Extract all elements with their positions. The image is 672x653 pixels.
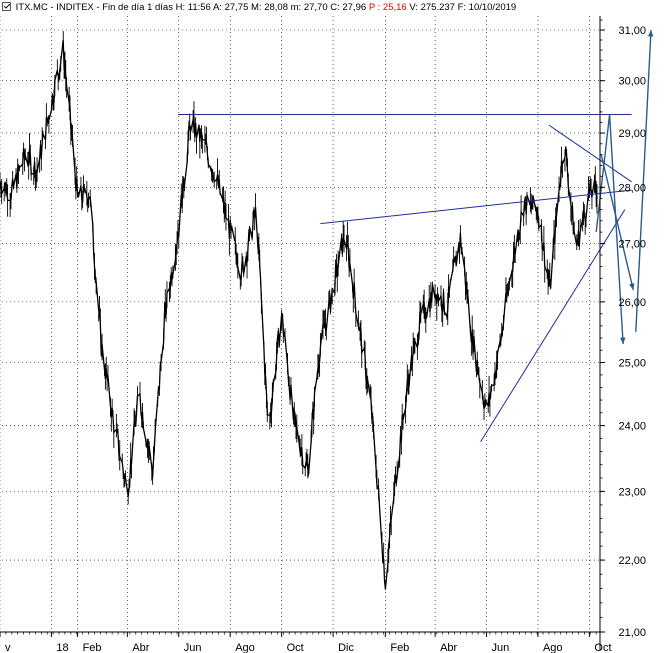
- projection-arrow-up-head: [647, 30, 654, 37]
- header-stat-c-value: 27,96: [342, 2, 367, 13]
- y-tick-label: 26,00: [618, 297, 646, 309]
- x-tick-label: Dic: [338, 642, 354, 653]
- header-date: F: 10/10/2019: [457, 2, 517, 13]
- header-stat-low-label: m:: [290, 2, 302, 13]
- header-stat-a-value: 27,75: [224, 2, 249, 13]
- trendlines: [177, 114, 632, 443]
- header-stat-low-value: 27,70: [303, 2, 328, 13]
- header-stat-h-label: H:: [175, 2, 186, 13]
- projection-arrow-up-path: [635, 29, 652, 332]
- x-tick-label: Jun: [184, 642, 202, 653]
- y-tick-label: 25,00: [618, 358, 646, 370]
- projection-arrow-up-down: [595, 114, 626, 345]
- y-tick-label: 28,00: [618, 182, 646, 194]
- checkbox-icon[interactable]: [2, 2, 11, 11]
- header-p-value: 25,16: [382, 2, 407, 13]
- y-tick-label: 21,00: [618, 627, 646, 639]
- projection-arrow-up-down-head: [620, 337, 626, 345]
- projection-arrow-up: [635, 29, 654, 332]
- x-tick-label: Ago: [235, 642, 255, 653]
- descending-line: [548, 124, 632, 183]
- header-stat-a-label: A:: [212, 2, 222, 13]
- x-tick-label: 18: [56, 642, 68, 653]
- y-tick-label: 22,00: [618, 555, 646, 567]
- header-stat-c-label: C:: [330, 2, 340, 13]
- x-tick-label: Oct: [287, 642, 304, 653]
- x-tick-label: Abr: [440, 642, 457, 653]
- projection-arrows: [595, 29, 654, 345]
- support-line: [480, 209, 626, 443]
- x-tick-label: v: [5, 642, 11, 653]
- projection-arrow-down: [600, 154, 635, 291]
- y-tick-label: 27,00: [618, 239, 646, 251]
- y-tick-label: 31,00: [618, 25, 646, 37]
- header-p-label: P :: [368, 2, 381, 13]
- y-tick-label: 30,00: [618, 76, 646, 88]
- header-stat-m-label: M:: [251, 2, 262, 13]
- header-stat-m-value: 28,08: [264, 2, 288, 13]
- price-series: [0, 31, 598, 591]
- header-volume: V: 275.237: [409, 2, 455, 13]
- x-tick-label: Feb: [390, 642, 409, 653]
- y-axis: 21,00 22,00 23,00 24,00 25,00 26,00 27,00 28,00…: [599, 16, 646, 650]
- projection-arrow-down-path: [600, 154, 634, 291]
- y-tick-label: 29,00: [618, 128, 646, 140]
- x-tick-label: Abr: [132, 642, 149, 653]
- projection-arrow-up-down-path: [595, 114, 624, 345]
- header-title: ITX.MC - INDITEX - Fin de día 1 días: [15, 2, 173, 13]
- rising-resistance-line: [320, 189, 632, 225]
- price-line: [0, 40, 598, 590]
- projection-arrow-down-head: [629, 283, 635, 291]
- x-tick-label: Feb: [83, 642, 102, 653]
- grid: [0, 16, 600, 633]
- x-tick-label: Ago: [543, 642, 563, 653]
- x-tick-label: Jun: [492, 642, 510, 653]
- y-tick-label: 24,00: [618, 421, 646, 433]
- chart-header: ITX.MC - INDITEX - Fin de día 1 días H: …: [0, 0, 600, 16]
- x-axis: v 18 Feb Abr Jun Ago Oct Dic Feb Abr Jun Ago Oct: [0, 631, 612, 653]
- header-stat-h-value: 11:56: [187, 2, 211, 13]
- x-tick-label: Oct: [594, 642, 611, 653]
- y-tick-label: 23,00: [618, 486, 646, 498]
